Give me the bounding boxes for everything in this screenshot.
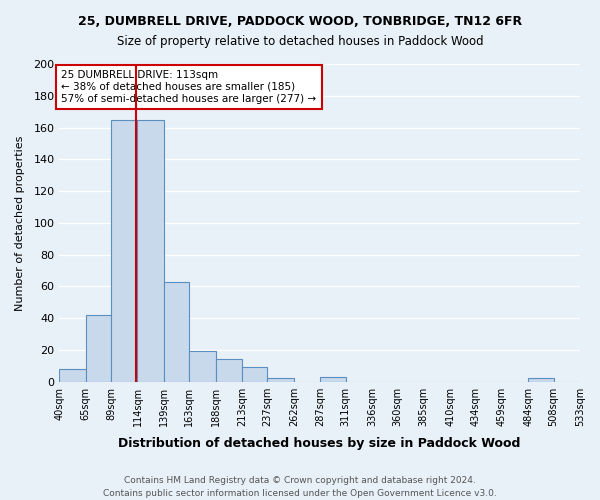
Bar: [215, 360, 242, 382]
Text: 25, DUMBRELL DRIVE, PADDOCK WOOD, TONBRIDGE, TN12 6FR: 25, DUMBRELL DRIVE, PADDOCK WOOD, TONBRI…: [78, 15, 522, 28]
Bar: [189, 352, 215, 382]
Bar: [137, 120, 164, 382]
Text: 25 DUMBRELL DRIVE: 113sqm
← 38% of detached houses are smaller (185)
57% of semi: 25 DUMBRELL DRIVE: 113sqm ← 38% of detac…: [61, 70, 317, 104]
Bar: [268, 378, 294, 382]
Bar: [164, 282, 189, 382]
Bar: [242, 368, 268, 382]
Bar: [86, 315, 111, 382]
Text: Size of property relative to detached houses in Paddock Wood: Size of property relative to detached ho…: [116, 35, 484, 48]
Text: Contains HM Land Registry data © Crown copyright and database right 2024.: Contains HM Land Registry data © Crown c…: [124, 476, 476, 485]
Text: Contains public sector information licensed under the Open Government Licence v3: Contains public sector information licen…: [103, 488, 497, 498]
Bar: [59, 369, 86, 382]
Bar: [111, 120, 137, 382]
X-axis label: Distribution of detached houses by size in Paddock Wood: Distribution of detached houses by size …: [118, 437, 521, 450]
Y-axis label: Number of detached properties: Number of detached properties: [15, 135, 25, 310]
Bar: [528, 378, 554, 382]
Bar: [320, 377, 346, 382]
